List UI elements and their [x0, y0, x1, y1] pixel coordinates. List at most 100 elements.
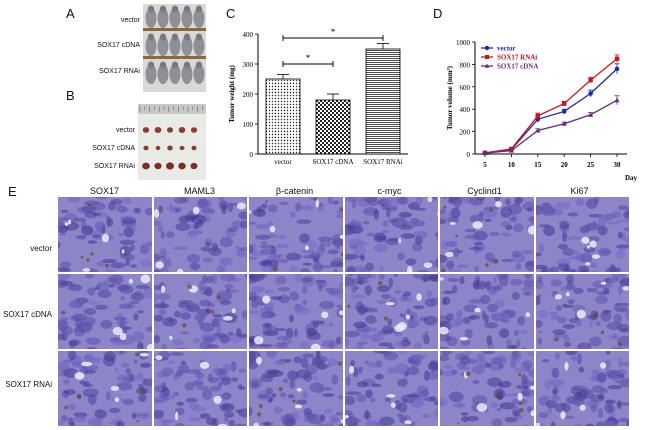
- bar-category-label-0: vector: [274, 158, 292, 166]
- line-y-tick-label: 0: [467, 151, 471, 159]
- bar-y-tick-label: 300: [243, 61, 254, 69]
- histology-tile-texture: [344, 274, 439, 349]
- histology-col-ki67: Ki67: [570, 186, 589, 196]
- mouse-body: [193, 8, 205, 28]
- series-line-2: [484, 99, 618, 154]
- histology-tile-texture: [57, 197, 152, 272]
- histology-tile-texture: [439, 351, 534, 426]
- histology-tile-texture: [535, 197, 630, 272]
- tumor: [142, 162, 150, 170]
- legend-label-0: vector: [497, 45, 516, 53]
- histology-row-cdna: SOX17 cDNA: [3, 310, 52, 319]
- mouse-body: [169, 8, 181, 28]
- legend-label-1: SOX17 RNAi: [497, 54, 537, 62]
- series-point-2: [535, 127, 541, 133]
- histology-tile: [343, 196, 439, 273]
- line-y-tick-label: 400: [460, 106, 471, 114]
- histology-tile: [534, 273, 630, 350]
- tumor: [142, 127, 150, 133]
- mouse-head: [159, 5, 167, 13]
- mouse-head: [159, 33, 167, 41]
- histology-tile-texture: [153, 274, 248, 349]
- panel-letter-a: A: [66, 6, 75, 21]
- histology-tile-texture: [535, 274, 630, 349]
- mice-label-rnai: SOX17 RNAi: [99, 68, 140, 75]
- tumor: [190, 162, 198, 170]
- histology-col-beta-catenin: β-catenin: [275, 186, 314, 196]
- mouse-body: [145, 36, 157, 56]
- histology-tile-texture: [153, 351, 248, 426]
- histology-col-sox17: SOX17: [89, 186, 120, 196]
- line-x-tick-label: 10: [508, 161, 516, 169]
- mouse-body: [157, 8, 169, 28]
- series-point-1: [535, 113, 540, 119]
- line-x-tick-label: 20: [561, 161, 569, 169]
- mouse-head: [147, 61, 155, 69]
- bar-y-tick-label: 400: [243, 31, 254, 39]
- histology-image-grid: [57, 196, 630, 427]
- tumor: [178, 162, 186, 170]
- mouse-body: [169, 64, 181, 84]
- tumor-label-cdna: SOX17 cDNA: [92, 145, 135, 152]
- tumor: [179, 145, 185, 151]
- series-point-1: [588, 77, 593, 83]
- series-point-1: [614, 56, 620, 61]
- series-point-0: [614, 66, 620, 72]
- histology-row-vector: vector: [30, 244, 52, 253]
- histology-col-c-myc: c-myc: [377, 186, 402, 196]
- tumor-label-vector: vector: [115, 127, 135, 134]
- mouse-head: [171, 61, 179, 69]
- line-x-tick-label: 5: [483, 161, 487, 169]
- line-y-tick-label: 600: [460, 84, 471, 92]
- series-point-1: [562, 101, 567, 106]
- line-x-tick-label: 15: [534, 161, 542, 169]
- histology-tile: [248, 273, 344, 350]
- line-y-axis-label: Tumor volume (mm³): [446, 65, 454, 130]
- tumor: [143, 145, 149, 151]
- mouse-head: [195, 61, 203, 69]
- histology-col-cyclind1: Cyclind1: [467, 186, 502, 196]
- histology-col-maml3: MAML3: [183, 186, 215, 196]
- histology-tile: [152, 273, 248, 350]
- mouse-body: [181, 8, 193, 28]
- line-y-tick-label: 1000: [456, 39, 471, 47]
- line-y-tick-label: 800: [460, 61, 471, 69]
- tumor: [154, 162, 162, 170]
- mouse-head: [183, 33, 191, 41]
- histology-tile-texture: [344, 197, 439, 272]
- tumor: [154, 126, 162, 134]
- mice-photo: [143, 4, 206, 92]
- tumors-photo: [138, 104, 206, 180]
- histology-tile: [439, 350, 535, 427]
- mouse-head: [147, 33, 155, 41]
- mice-label-cdna: SOX17 cDNA: [97, 42, 140, 49]
- bar-y-axis-label: Tumor weight (mg): [228, 65, 236, 123]
- histology-row-rnai: SOX17 RNAi: [5, 380, 52, 389]
- histology-tile-texture: [535, 351, 630, 426]
- mouse-body: [181, 64, 193, 84]
- mouse-body: [145, 8, 157, 28]
- histology-tile: [534, 196, 630, 273]
- series-point-2: [614, 97, 620, 103]
- histology-tile: [248, 196, 344, 273]
- mouse-body: [157, 64, 169, 84]
- mouse-body: [145, 64, 157, 84]
- mouse-head: [195, 33, 203, 41]
- histology-tile: [152, 196, 248, 273]
- histology-tile: [248, 350, 344, 427]
- legend-marker-0: [484, 45, 490, 51]
- histology-tile-texture: [248, 197, 343, 272]
- tumor: [167, 145, 173, 151]
- tumor: [166, 162, 174, 170]
- legend-marker-1: [485, 55, 489, 59]
- mouse-head: [171, 33, 179, 41]
- mouse-head: [171, 5, 179, 13]
- panel-letter-b: B: [66, 88, 75, 103]
- bar-1: [315, 99, 351, 155]
- bar-y-tick-label: 100: [243, 121, 254, 129]
- significance-star-0: *: [306, 53, 311, 63]
- line-x-axis-label: Day: [625, 174, 638, 182]
- mice-illustration: [143, 4, 206, 92]
- histology-tile: [343, 350, 439, 427]
